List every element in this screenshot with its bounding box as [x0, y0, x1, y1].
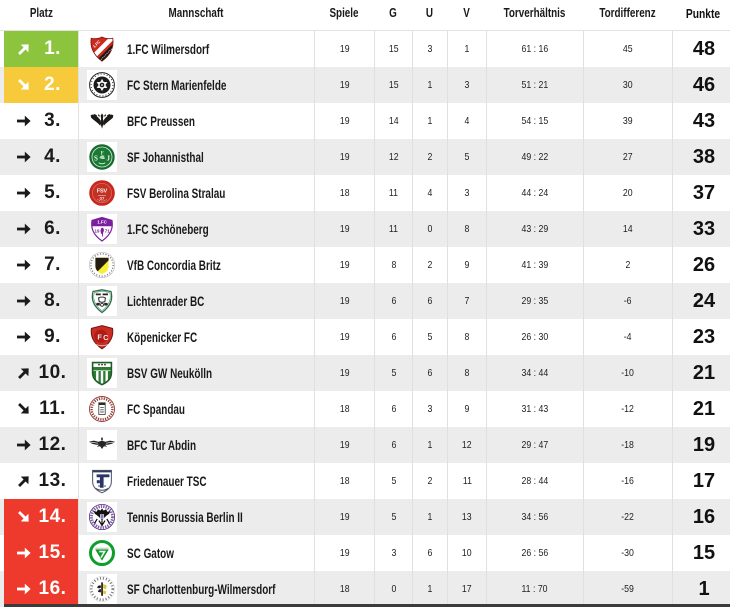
svg-text:71: 71 [105, 229, 110, 234]
svg-text:C: C [103, 333, 109, 342]
svg-text:1.FC: 1.FC [97, 220, 107, 225]
svg-text:19: 19 [95, 229, 100, 234]
svg-text:07: 07 [100, 196, 105, 201]
svg-text:FSV: FSV [97, 188, 108, 194]
svg-text:J: J [106, 155, 110, 163]
svg-text:S: S [94, 155, 98, 163]
svg-text:F: F [97, 333, 102, 342]
svg-text:1.FC: 1.FC [92, 39, 102, 49]
svg-text:F: F [101, 151, 104, 157]
